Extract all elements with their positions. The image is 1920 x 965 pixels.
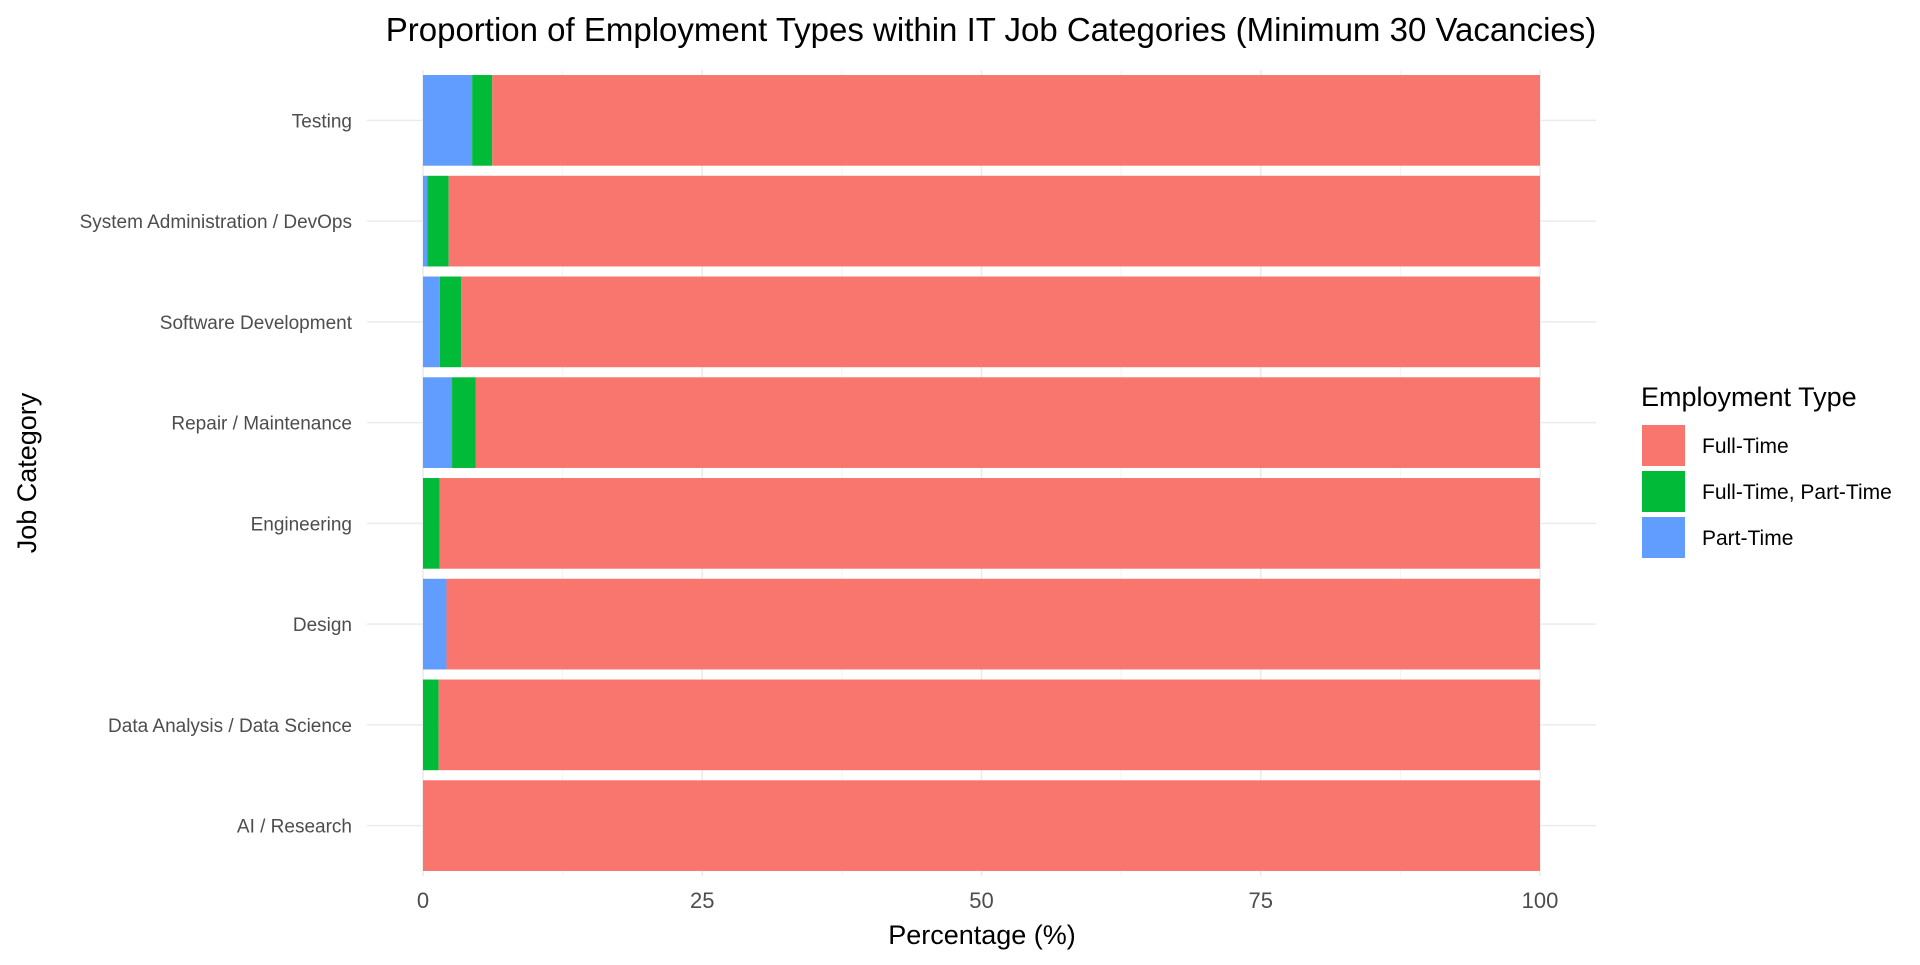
bar-segment xyxy=(439,478,1540,569)
bar-segment xyxy=(423,478,440,569)
x-tick-label: 50 xyxy=(969,888,993,913)
legend: Employment Type Full-Time Full-Time, Part… xyxy=(1641,382,1892,558)
bar-segment xyxy=(472,75,493,166)
y-tick-label: Repair / Maintenance xyxy=(171,414,352,435)
y-tick-label: Software Development xyxy=(160,313,353,334)
x-axis-title: Percentage (%) xyxy=(888,920,1076,950)
y-tick-label: Engineering xyxy=(251,514,352,535)
legend-swatch xyxy=(1642,517,1685,558)
bar-segment xyxy=(452,377,476,468)
legend-swatch xyxy=(1642,471,1685,512)
y-tick-label: Design xyxy=(293,615,352,636)
bar-segment xyxy=(423,377,453,468)
y-axis-title: Job Category xyxy=(12,392,42,553)
legend-swatch xyxy=(1642,425,1685,466)
legend-items: Full-Time Full-Time, Part-Time Part-Time xyxy=(1642,425,1892,558)
bar-segment xyxy=(475,377,1540,468)
y-tick-labels: AI / Research Data Analysis / Data Scienc… xyxy=(80,111,353,837)
x-tick-label: 75 xyxy=(1249,888,1273,913)
bar-segment xyxy=(446,578,1540,670)
x-tick-label: 100 xyxy=(1522,888,1559,913)
chart-title: Proportion of Employment Types within IT… xyxy=(386,11,1597,48)
bar-segment xyxy=(423,679,439,771)
bar-segment xyxy=(460,276,1540,368)
legend-title: Employment Type xyxy=(1641,382,1857,412)
legend-label: Full-Time xyxy=(1702,435,1789,458)
y-tick-label: System Administration / DevOps xyxy=(80,212,352,233)
bar-segment xyxy=(423,75,473,166)
y-tick-label: Testing xyxy=(292,111,352,132)
bar-segment xyxy=(492,75,1540,166)
x-tick-label: 0 xyxy=(417,888,429,913)
legend-label: Part-Time xyxy=(1702,527,1793,550)
x-tick-label: 25 xyxy=(690,888,714,913)
y-tick-label: Data Analysis / Data Science xyxy=(108,716,352,737)
bar-segment xyxy=(427,175,449,267)
bar-segment xyxy=(423,578,447,670)
x-tick-labels: 0 25 50 75 100 xyxy=(417,888,1558,913)
bar-segment xyxy=(423,276,440,368)
bar-segment xyxy=(438,679,1541,771)
bar-segment xyxy=(439,276,461,368)
legend-label: Full-Time, Part-Time xyxy=(1702,481,1892,504)
bar-segment xyxy=(448,175,1540,267)
bar-segment xyxy=(423,780,1540,871)
bar-segment xyxy=(423,175,428,267)
bars-layer xyxy=(423,75,1541,871)
y-tick-label: AI / Research xyxy=(237,817,352,838)
